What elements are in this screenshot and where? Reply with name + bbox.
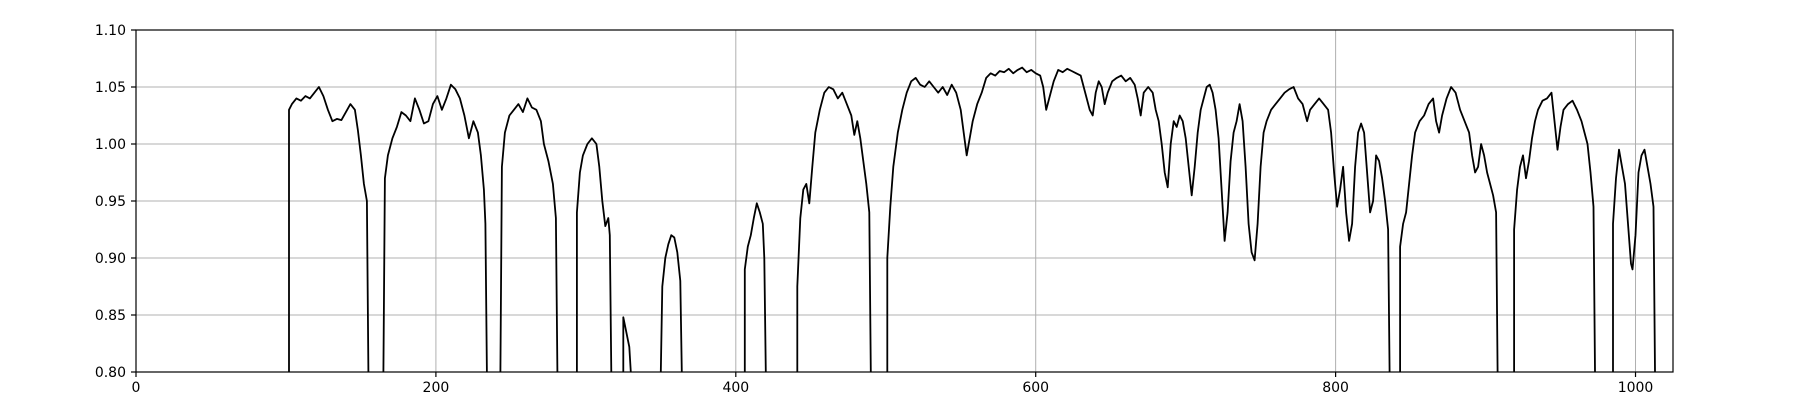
x-tick-label: 600 bbox=[1022, 380, 1049, 396]
x-axis: 0 200 400 600 800 1000 bbox=[132, 372, 1654, 396]
series-line-segment bbox=[499, 97, 559, 373]
series-line-segment bbox=[796, 86, 872, 373]
series-line-segment bbox=[382, 83, 488, 373]
x-tick-label: 800 bbox=[1322, 380, 1349, 396]
x-tick-label: 0 bbox=[132, 380, 141, 396]
x-tick-label: 1000 bbox=[1618, 380, 1654, 396]
y-tick-label: 1.00 bbox=[95, 137, 126, 153]
series-line-segment bbox=[1399, 86, 1499, 373]
series-line-segment bbox=[659, 234, 683, 373]
y-axis: 0.80 0.85 0.90 0.95 1.00 1.05 1.10 bbox=[95, 23, 136, 381]
series-line-segment bbox=[576, 137, 613, 373]
y-tick-label: 1.05 bbox=[95, 80, 126, 96]
x-tick-label: 400 bbox=[722, 380, 749, 396]
y-tick-label: 0.95 bbox=[95, 194, 126, 210]
series-group bbox=[288, 66, 1656, 373]
y-tick-label: 1.10 bbox=[95, 23, 126, 39]
series-line-segment bbox=[1513, 91, 1596, 373]
y-tick-label: 0.80 bbox=[95, 365, 126, 381]
series-line-segment bbox=[1612, 148, 1656, 373]
y-tick-label: 0.90 bbox=[95, 251, 126, 267]
x-tick-label: 200 bbox=[423, 380, 450, 396]
y-tick-label: 0.85 bbox=[95, 308, 126, 324]
series-line-segment bbox=[743, 202, 767, 373]
series-line-segment bbox=[886, 66, 1391, 373]
series-line-segment bbox=[288, 86, 370, 373]
series-line-segment bbox=[622, 316, 632, 373]
